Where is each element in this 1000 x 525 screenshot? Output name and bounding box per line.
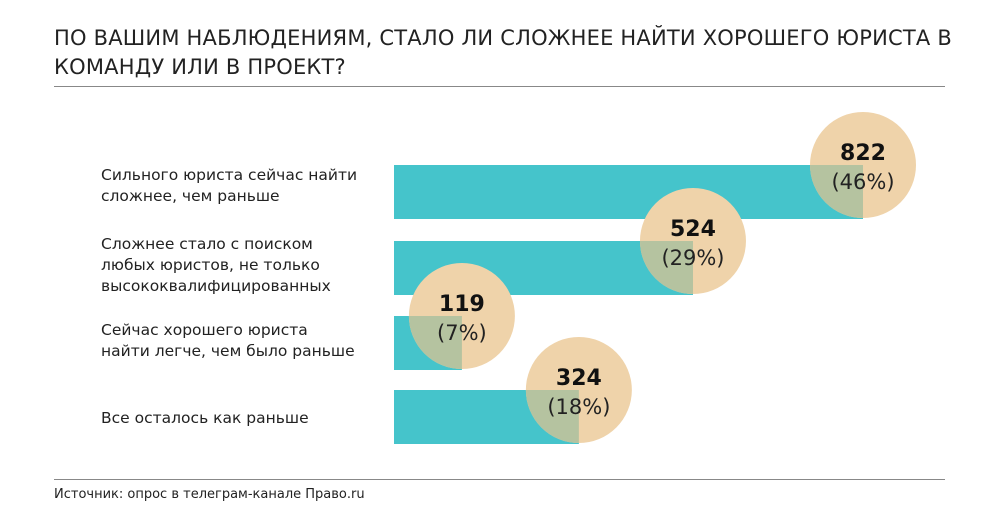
category-label: Сложнее стало с поиском любых юристов, н… bbox=[101, 235, 331, 295]
percent-label: (29%) bbox=[661, 246, 724, 270]
bubble-overlap bbox=[639, 241, 693, 294]
value-label: 119 bbox=[439, 292, 485, 317]
value-label: 324 bbox=[556, 366, 602, 391]
source-note: Источник: опрос в телеграм-канале Право.… bbox=[54, 487, 365, 502]
source-divider bbox=[54, 479, 945, 480]
percent-label: (46%) bbox=[831, 170, 894, 194]
value-label: 524 bbox=[670, 217, 716, 242]
percent-label: (18%) bbox=[547, 395, 610, 419]
category-label: Сейчас хорошего юриста найти легче, чем … bbox=[101, 321, 355, 360]
bubble-overlap bbox=[810, 165, 863, 218]
chart-title: ПО ВАШИМ НАБЛЮДЕНИЯМ, СТАЛО ЛИ СЛОЖНЕЕ Н… bbox=[54, 26, 952, 79]
bubble-overlap bbox=[525, 390, 579, 443]
bubble-overlap bbox=[408, 316, 462, 369]
category-label: Сильного юриста сейчас найти сложнее, че… bbox=[101, 166, 358, 205]
title-divider bbox=[54, 86, 945, 87]
category-label: Все осталось как раньше bbox=[101, 409, 309, 427]
percent-label: (7%) bbox=[437, 321, 487, 345]
value-label: 822 bbox=[840, 141, 886, 166]
bar bbox=[394, 165, 863, 219]
